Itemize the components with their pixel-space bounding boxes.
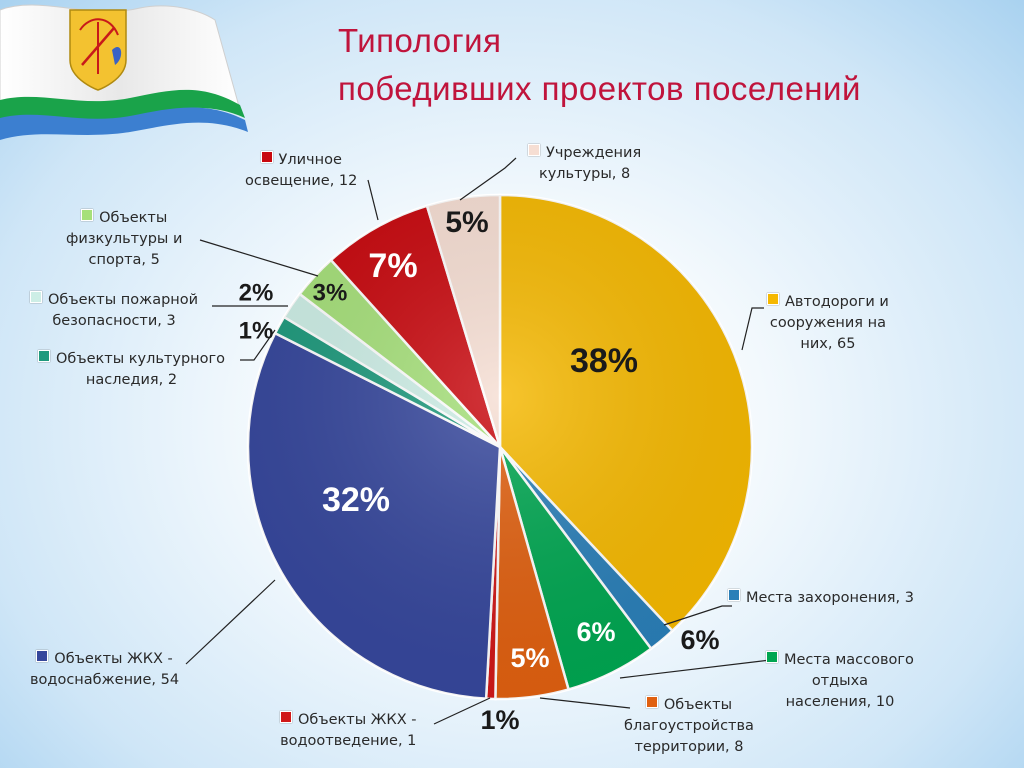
- label-fire: Объекты пожарной безопасности, 3: [30, 290, 198, 332]
- label-sport-line1: Объекты: [99, 210, 168, 226]
- label-heritage-line2: наследия, 2: [85, 372, 178, 388]
- label-heritage: Объекты культурного наследия, 2: [38, 349, 225, 391]
- pie-percent-label-3: 5%: [510, 643, 549, 673]
- label-burial: Места захоронения, 3: [728, 588, 914, 609]
- leader-line-sport: [199, 239, 319, 277]
- pie-percent-label-4: 1%: [480, 705, 519, 735]
- label-roads-line3: них, 65: [800, 336, 856, 352]
- page-title-line2: победивших проектов поселений: [338, 70, 861, 107]
- label-culture-line1: Учреждения: [546, 145, 642, 161]
- leader-line-sewerage: [433, 697, 491, 725]
- leader-line-burial: [663, 605, 732, 626]
- leader-line-heritage: [240, 329, 276, 361]
- legend-swatch-sport: [81, 209, 94, 221]
- label-recreation: Места массового отдыха населения, 10: [766, 650, 914, 713]
- pie-percent-label-10: 5%: [445, 206, 488, 239]
- page-title-line1: Типология: [338, 22, 502, 59]
- label-water-line1: Объекты ЖКХ -: [54, 651, 173, 667]
- legend-swatch-roads: [767, 293, 779, 305]
- legend-swatch-sewerage: [280, 711, 292, 723]
- label-roads: Автодороги и сооружения на них, 65: [767, 292, 889, 355]
- label-sewerage-line1: Объекты ЖКХ -: [298, 712, 417, 728]
- legend-swatch-recreation: [766, 651, 778, 663]
- pie-percent-label-9: 7%: [368, 247, 417, 285]
- pie-extra-percent-label-0: 6%: [680, 625, 719, 655]
- leader-line-culture: [459, 157, 517, 201]
- label-culture-line2: культуры, 8: [538, 166, 631, 182]
- legend-swatch-heritage: [38, 350, 50, 362]
- pie-percent-label-7: 2%: [239, 279, 274, 306]
- label-burial-line1: Места захоронения, 3: [746, 590, 914, 606]
- leader-line-water: [185, 579, 276, 665]
- label-sport-line2: физкультуры и: [66, 231, 183, 247]
- legend-swatch-burial: [728, 589, 740, 601]
- label-lighting-line1: Уличное: [278, 152, 342, 168]
- pie-gloss-overlay: [248, 195, 752, 699]
- label-recreation-line2: отдыха: [811, 673, 869, 689]
- legend-swatch-fire: [30, 291, 42, 303]
- legend-swatch-water: [36, 650, 49, 662]
- label-lighting: Уличное освещение, 12: [245, 150, 357, 192]
- pie-percent-label-6: 1%: [239, 317, 274, 344]
- region-flag-icon: [0, 4, 248, 140]
- leader-line-lighting: [367, 179, 379, 221]
- pie-percent-label-2: 6%: [576, 617, 615, 647]
- leader-line-recreation: [619, 659, 771, 679]
- label-heritage-line1: Объекты культурного: [56, 351, 226, 367]
- label-sewerage-line2: водоотведение, 1: [280, 733, 417, 749]
- pie-percent-label-0: 38%: [570, 342, 638, 380]
- legend-swatch-lighting: [260, 151, 273, 163]
- label-fire-line2: безопасности, 3: [52, 313, 176, 329]
- label-recreation-line1: Места массового: [784, 652, 914, 668]
- label-improvement: Объекты благоустройства территории, 8: [624, 695, 754, 758]
- pie-percent-label-8: 3%: [313, 279, 348, 306]
- label-improvement-line3: территории, 8: [634, 739, 744, 755]
- label-sport: Объекты физкультуры и спорта, 5: [66, 208, 182, 271]
- label-sport-line3: спорта, 5: [88, 252, 160, 268]
- leader-line-roads: [741, 307, 764, 351]
- legend-swatch-culture: [528, 144, 540, 156]
- label-roads-line2: сооружения на: [769, 315, 886, 331]
- label-water: Объекты ЖКХ - водоснабжение, 54: [30, 649, 179, 691]
- label-culture: Учреждения культуры, 8: [528, 143, 641, 185]
- leader-line-improvement: [539, 697, 631, 709]
- label-improvement-line1: Объекты: [663, 697, 733, 713]
- label-sewerage: Объекты ЖКХ - водоотведение, 1: [280, 710, 416, 752]
- pie-percent-label-5: 32%: [322, 481, 390, 519]
- label-water-line2: водоснабжение, 54: [30, 672, 180, 688]
- label-improvement-line2: благоустройства: [624, 718, 754, 734]
- label-recreation-line3: населения, 10: [785, 694, 895, 710]
- legend-swatch-improvement: [645, 696, 658, 708]
- label-fire-line1: Объекты пожарной: [48, 292, 199, 308]
- label-lighting-line2: освещение, 12: [245, 173, 358, 189]
- label-roads-line1: Автодороги и: [785, 294, 889, 310]
